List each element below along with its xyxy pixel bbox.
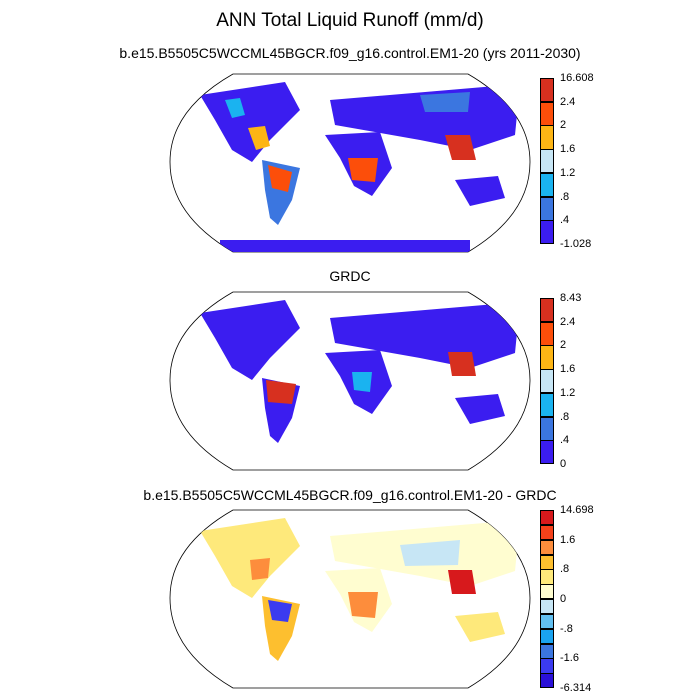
colorbar-label: 8.43 xyxy=(560,292,582,304)
na-east-high xyxy=(248,126,270,150)
colorbar-label: 14.698 xyxy=(560,504,594,516)
colorbar-label: -.8 xyxy=(560,622,573,635)
colorbar-label: 2 xyxy=(560,119,567,132)
siberia-diff xyxy=(400,540,460,566)
se-asia-high xyxy=(445,135,476,160)
amazon-diff xyxy=(268,600,292,622)
colorbar-segment xyxy=(540,125,554,150)
colorbar-segment xyxy=(540,584,554,600)
colorbar-segment xyxy=(540,643,554,659)
colorbar-segment xyxy=(540,440,554,465)
colorbar-segment xyxy=(540,613,554,630)
colorbar-label: .8 xyxy=(560,563,570,576)
colorbar-segment xyxy=(540,101,554,126)
colorbar-label: 0 xyxy=(560,593,567,605)
colorbar-label: -6.314 xyxy=(560,682,592,694)
congo-mid xyxy=(352,372,372,392)
colorbar-segment xyxy=(540,220,554,245)
antarctica xyxy=(220,240,470,252)
map-panel-3 xyxy=(169,509,531,689)
panel3-title: b.e15.B5505C5WCCML45BGCR.f09_g16.control… xyxy=(143,487,557,503)
north-america xyxy=(200,518,300,598)
colorbar-segment xyxy=(540,539,554,555)
colorbar-2 xyxy=(540,298,554,465)
colorbar-3 xyxy=(540,510,554,689)
siberia xyxy=(420,92,470,112)
colorbar-segment xyxy=(540,554,554,570)
colorbar-segment xyxy=(540,345,554,370)
colorbar-segment xyxy=(540,673,554,689)
congo-diff xyxy=(348,592,378,618)
colorbar-segment xyxy=(540,149,554,174)
map-panel-2 xyxy=(169,291,531,471)
colorbar-label: 1.6 xyxy=(560,533,576,546)
colorbar-segment xyxy=(540,569,554,585)
map-panel-1 xyxy=(169,73,531,253)
se-asia-high xyxy=(448,352,476,376)
colorbar-segment xyxy=(540,416,554,441)
colorbar-label: -1.6 xyxy=(560,652,579,665)
congo-high xyxy=(348,158,378,182)
colorbar-segment xyxy=(540,510,554,526)
eurasia xyxy=(330,302,520,368)
colorbar-segment xyxy=(540,196,554,221)
colorbar-segment xyxy=(540,524,554,541)
colorbar-label: 2.4 xyxy=(560,315,576,328)
colorbar-label: 2 xyxy=(560,339,567,352)
colorbar-segment xyxy=(540,658,554,674)
eurasia xyxy=(330,84,520,150)
colorbar-segment xyxy=(540,369,554,394)
colorbar-segment xyxy=(540,628,554,644)
panel1-title: b.e15.B5505C5WCCML45BGCR.f09_g16.control… xyxy=(119,45,581,61)
colorbar-segment xyxy=(540,298,554,323)
panel2-title: GRDC xyxy=(329,268,371,284)
colorbar-label: -1.028 xyxy=(560,238,592,250)
north-america xyxy=(200,300,300,380)
colorbar-segment xyxy=(540,599,554,615)
colorbar-segment xyxy=(540,78,554,103)
amazon-high xyxy=(268,165,292,192)
australia xyxy=(455,394,505,424)
colorbar-label: .4 xyxy=(560,214,570,227)
colorbar-segment xyxy=(540,392,554,418)
colorbar-label: .8 xyxy=(560,190,570,203)
colorbar-label: 1.2 xyxy=(560,386,576,399)
na-alaska-high xyxy=(225,98,245,118)
colorbar-label: 2.4 xyxy=(560,95,576,108)
australia xyxy=(455,612,505,642)
main-title: ANN Total Liquid Runoff (mm/d) xyxy=(216,10,484,31)
colorbar-label: 16.608 xyxy=(560,72,594,84)
north-america xyxy=(200,82,300,162)
na-east-diff xyxy=(250,558,270,580)
se-asia-diff xyxy=(448,570,476,594)
australia xyxy=(455,176,505,206)
amazon-high xyxy=(266,380,296,404)
colorbar-label: 1.2 xyxy=(560,166,576,179)
colorbar-segment xyxy=(540,321,554,346)
colorbar-label: 0 xyxy=(560,458,567,470)
colorbar-label: .4 xyxy=(560,434,570,447)
colorbar-label: 1.6 xyxy=(560,363,576,376)
colorbar-1 xyxy=(540,78,554,245)
colorbar-label: 1.6 xyxy=(560,143,576,156)
colorbar-label: .8 xyxy=(560,410,570,423)
colorbar-segment xyxy=(540,172,554,198)
